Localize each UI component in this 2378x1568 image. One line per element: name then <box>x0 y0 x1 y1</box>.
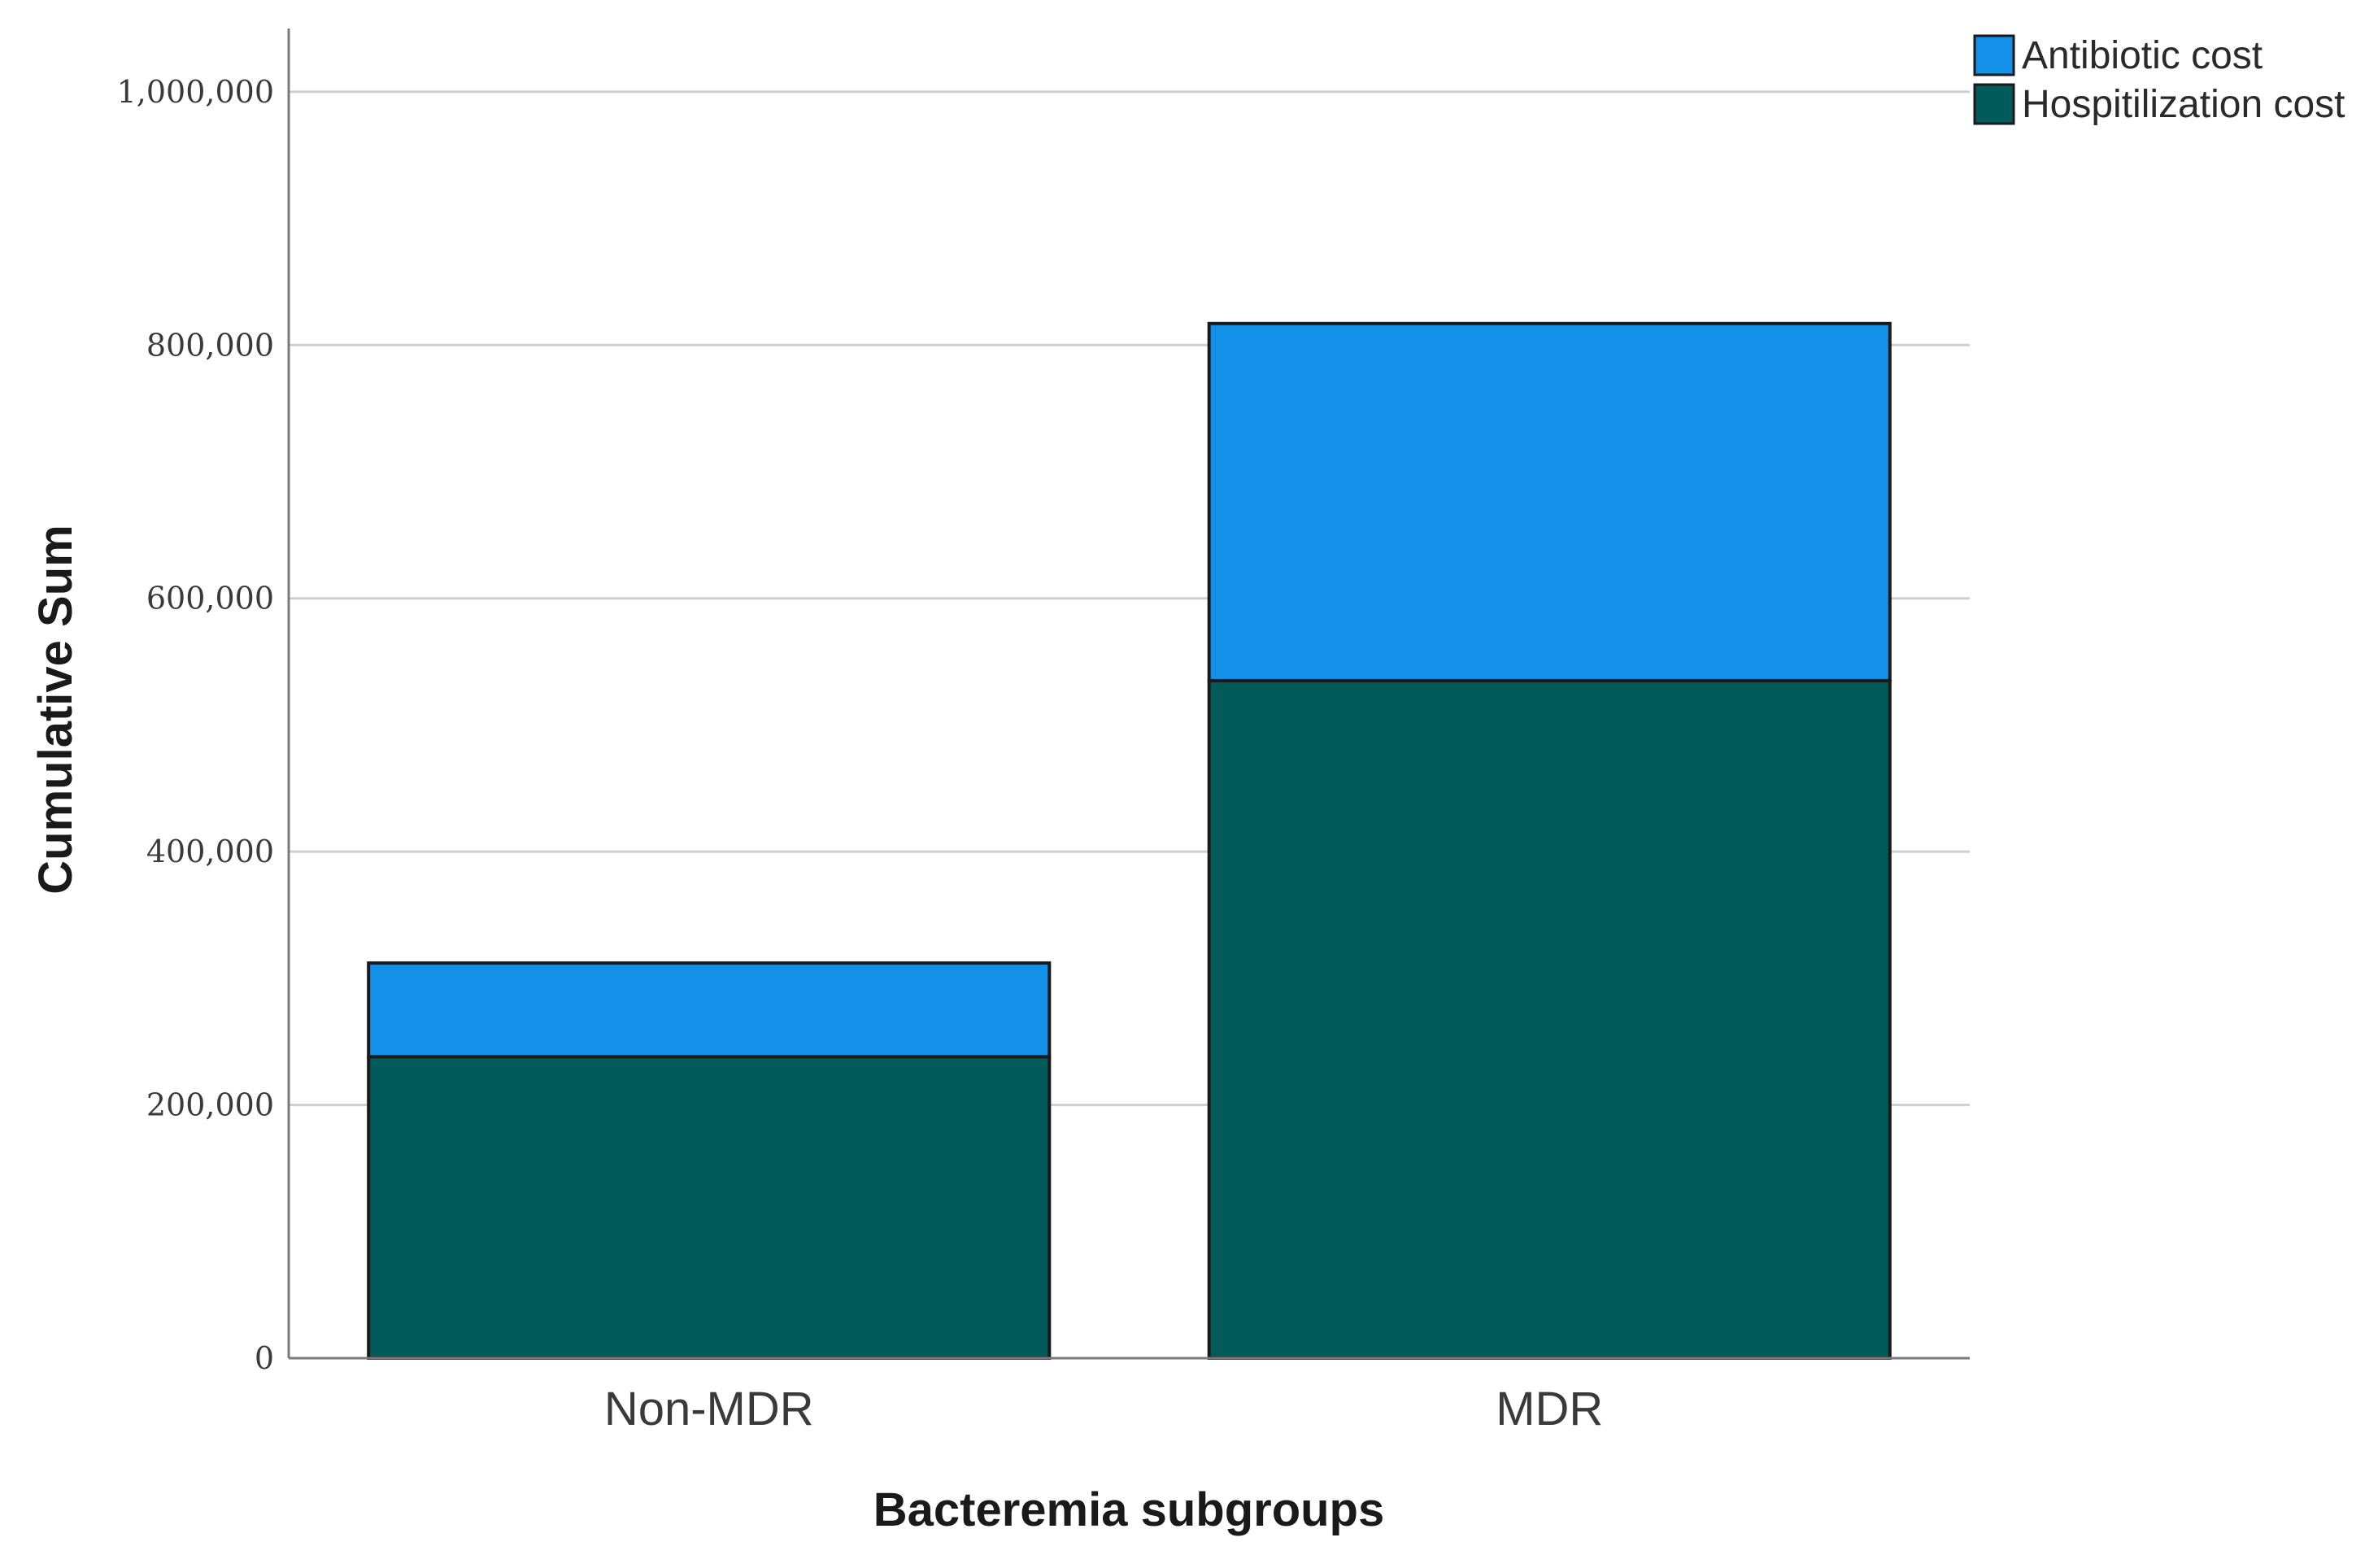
y-tick-label: 600,000 <box>146 581 274 616</box>
x-tick-label: MDR <box>1496 1383 1603 1435</box>
y-tick-label: 200,000 <box>146 1087 274 1123</box>
bar-segment-non-mdr-1 <box>367 961 1052 1059</box>
bar-segment-mdr-1 <box>1207 321 1892 682</box>
x-axis-title: Bacteremia subgroups <box>873 1483 1385 1536</box>
legend-swatch <box>1973 34 2015 76</box>
y-tick-label: 0 <box>255 1340 274 1376</box>
legend-swatch <box>1973 83 2015 125</box>
y-tick-labels: 0 200,000 400,000 600,000 800,000 1,000,000 <box>117 74 274 1376</box>
legend-label: Hospitilization cost <box>2022 83 2345 126</box>
legend: Antibiotic cost Hospitilization cost <box>1973 34 2345 126</box>
x-tick-label: Non-MDR <box>604 1383 814 1435</box>
bar-segment-mdr-0 <box>1207 678 1892 1360</box>
bars <box>367 321 1892 1361</box>
y-tick-label: 1,000,000 <box>117 74 274 110</box>
y-tick-label: 800,000 <box>146 327 274 363</box>
legend-label: Antibiotic cost <box>2022 34 2263 77</box>
y-tick-label: 400,000 <box>146 834 274 869</box>
y-axis-title: Cumulative Sum <box>29 525 82 894</box>
axes <box>287 28 1970 1360</box>
bar-segment-non-mdr-0 <box>367 1055 1052 1361</box>
x-tick-labels: Non-MDR MDR <box>604 1383 1603 1435</box>
